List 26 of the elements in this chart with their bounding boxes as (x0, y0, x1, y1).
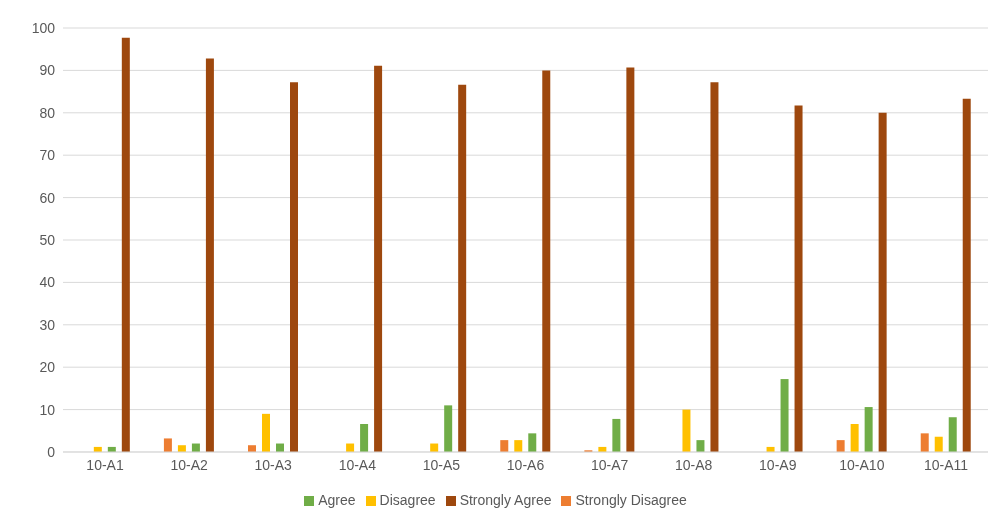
x-tick-label: 10-A11 (923, 456, 969, 473)
y-tick-label: 0 (47, 443, 56, 460)
y-tick-label: 80 (39, 104, 56, 121)
y-tick-label: 70 (39, 147, 56, 164)
legend-label: Agree (318, 492, 356, 508)
x-tick-label: 10-A1 (86, 456, 124, 473)
legend-label: Strongly Disagree (575, 492, 687, 508)
x-tick-label: 10-A8 (675, 456, 713, 473)
legend-label: Strongly Agree (459, 492, 552, 508)
x-tick-label: 10-A9 (759, 456, 797, 473)
y-tick-label: 60 (39, 189, 56, 206)
y-tick-label: 100 (31, 19, 56, 36)
y-tick-label: 40 (39, 274, 56, 291)
y-tick-label: 20 (39, 359, 56, 376)
y-tick-label: 90 (39, 62, 56, 79)
x-tick-label: 10-A6 (506, 456, 545, 473)
x-tick-label: 10-A4 (338, 456, 377, 473)
legend-label: Disagree (379, 492, 436, 508)
x-tick-label: 10-A2 (170, 456, 209, 473)
y-tick-label: 50 (39, 231, 56, 248)
x-tick-label: 10-A5 (422, 456, 461, 473)
x-tick-label: 10-A3 (254, 456, 293, 473)
y-tick-label: 30 (39, 316, 56, 333)
x-tick-label: 10-A10 (839, 456, 885, 473)
x-tick-label: 10-A7 (590, 456, 629, 473)
y-tick-label: 10 (39, 401, 56, 418)
